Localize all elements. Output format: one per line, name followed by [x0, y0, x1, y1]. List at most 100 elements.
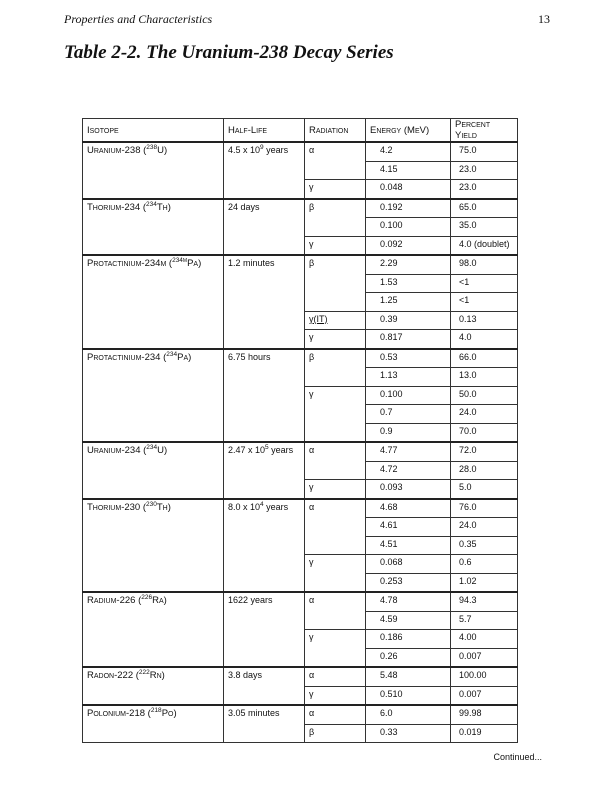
percent-yield-cell: 0.13: [450, 310, 518, 330]
percent-yield-cell: 72.0: [450, 441, 518, 462]
decay-series-table: Isotope Half-Life Radiation Energy (MeV)…: [82, 118, 518, 743]
table-row: Protactinium-234m (234mPa) 1.2 minutes β 2.…: [82, 254, 518, 349]
table-row: 1.13 13.0: [83, 367, 518, 387]
radiation-cell: γ: [304, 629, 366, 668]
mass-number: 238: [146, 143, 158, 151]
column-header-percent-yield: Percent Yield: [450, 118, 518, 143]
radiation-cell: β: [304, 723, 366, 743]
half-life-cell: 1.2 minutes: [223, 254, 305, 349]
percent-yield-cell: 23.0: [450, 160, 518, 180]
isotope-cell: Uranium-234 (234U): [82, 441, 224, 499]
table-row: Thorium-230 (230Th) 8.0 x 104 years α 4.68 7…: [82, 497, 518, 593]
percent-yield-cell: 76.0: [450, 497, 518, 518]
energy-cell: 4.78: [365, 591, 451, 612]
isotope-cell: Thorium-230 (230Th): [82, 497, 224, 593]
percent-yield-cell: 4.0 (doublet): [450, 235, 518, 256]
radiation-cell: γ: [304, 385, 366, 443]
table-row: γ 0.068 0.6: [83, 554, 518, 593]
table-row: 4.72 28.0: [83, 460, 518, 480]
percent-yield-cell: 75.0: [450, 141, 518, 162]
percent-yield-cell: 4.00: [450, 629, 518, 649]
energy-cell: 4.59: [365, 610, 451, 630]
percent-yield-cell: 24.0: [450, 404, 518, 424]
half-life-cell: 4.5 x 109 years: [223, 141, 305, 199]
percent-yield-cell: 0.007: [450, 647, 518, 668]
energy-cell: 0.39: [365, 310, 451, 330]
radiation-cell: β: [304, 254, 366, 312]
column-header-half-life: Half-Life: [223, 118, 305, 143]
table-row: γ 0.092 4.0 (doublet): [83, 235, 518, 256]
table-row: Polonium-218 (218Po) 3.05 minutes α 6.0 99.9…: [82, 704, 518, 743]
radiation-cell: γ: [304, 554, 366, 593]
table-row: Radium-226 (226Ra) 1622 years α 4.78 94.3: [82, 591, 518, 668]
energy-cell: 0.33: [365, 723, 451, 743]
radiation-cell: γ: [304, 479, 366, 499]
column-header-isotope: Isotope: [82, 118, 224, 143]
half-life-cell: 1622 years: [223, 591, 305, 668]
energy-cell: 1.53: [365, 273, 451, 293]
percent-yield-cell: 94.3: [450, 591, 518, 612]
table-row: Radon-222 (222Rn) 3.8 days α 5.48 100.00: [82, 666, 518, 706]
energy-cell: 4.68: [365, 497, 451, 518]
percent-yield-cell: 70.0: [450, 422, 518, 443]
table-row: Thorium-234 (234Th) 24 days β 0.192 65.0: [82, 197, 518, 256]
energy-cell: 0.817: [365, 329, 451, 349]
isotope-cell: Radium-226 (226Ra): [82, 591, 224, 668]
energy-cell: 0.068: [365, 554, 451, 574]
mass-number: 234: [146, 443, 158, 451]
percent-yield-cell: 98.0: [450, 254, 518, 275]
isotope-cell: Protactinium-234m (234mPa): [82, 254, 224, 349]
energy-cell: 0.186: [365, 629, 451, 649]
table-row: Uranium-238 (238U) 4.5 x 109 years α 4.2 75.…: [82, 141, 518, 199]
percent-yield-cell: 5.0: [450, 479, 518, 499]
energy-cell: 0.26: [365, 647, 451, 668]
radiation-cell: α: [304, 591, 366, 630]
energy-cell: 0.253: [365, 572, 451, 593]
table-row: 4.59 5.7: [83, 610, 518, 630]
percent-yield-cell: 100.00: [450, 666, 518, 687]
half-life-cell: 3.8 days: [223, 666, 305, 706]
mass-number: 230: [146, 500, 157, 508]
half-life-exponent: 9: [260, 144, 264, 151]
mass-number: 222: [138, 668, 150, 676]
page-number: 13: [538, 12, 550, 26]
percent-yield-cell: 65.0: [450, 197, 518, 218]
radiation-cell: α: [304, 497, 366, 555]
percent-yield-cell: 66.0: [450, 347, 518, 368]
percent-yield-cell: 35.0: [450, 217, 518, 237]
percent-yield-cell: 28.0: [450, 460, 518, 480]
energy-cell: 2.29: [365, 254, 451, 275]
percent-yield-cell: 0.007: [450, 685, 518, 706]
radiation-cell: α: [304, 141, 366, 180]
energy-cell: 4.61: [365, 517, 451, 537]
energy-cell: 1.25: [365, 292, 451, 312]
table-header-row: Isotope Half-Life Radiation Energy (MeV)…: [82, 118, 518, 143]
percent-yield-cell: 50.0: [450, 385, 518, 405]
percent-yield-cell: 0.019: [450, 723, 518, 743]
half-life-exponent: 5: [265, 444, 269, 451]
percent-yield-cell: <1: [450, 292, 518, 312]
energy-cell: 5.48: [365, 666, 451, 687]
half-life-cell: 6.75 hours: [223, 347, 305, 443]
half-life-cell: 2.47 x 105 years: [223, 441, 305, 499]
table-body: Uranium-238 (238U) 4.5 x 109 years α 4.2 75.…: [82, 141, 518, 743]
radiation-cell: α: [304, 441, 366, 480]
isotope-cell: Polonium-218 (218Po): [82, 704, 224, 743]
energy-cell: 0.100: [365, 385, 451, 405]
column-header-radiation: Radiation: [304, 118, 366, 143]
table-row: 4.61 24.0: [83, 517, 518, 537]
running-header-title: Properties and Characteristics: [64, 12, 213, 26]
percent-yield-cell: 99.98: [450, 704, 518, 725]
percent-yield-cell: 0.6: [450, 554, 518, 574]
table-row: γ 0.510 0.007: [83, 685, 518, 706]
half-life-cell: 24 days: [223, 197, 305, 256]
isotope-cell: Uranium-238 (238U): [82, 141, 224, 199]
percent-yield-cell: 24.0: [450, 517, 518, 537]
energy-cell: 0.100: [365, 217, 451, 237]
energy-cell: 0.093: [365, 479, 451, 499]
percent-yield-cell: 23.0: [450, 179, 518, 199]
energy-cell: 0.092: [365, 235, 451, 256]
table-row: Uranium-234 (234U) 2.47 x 105 years α 4.77 7…: [82, 441, 518, 499]
isotope-cell: Radon-222 (222Rn): [82, 666, 224, 706]
isotope-cell: Thorium-234 (234Th): [82, 197, 224, 256]
